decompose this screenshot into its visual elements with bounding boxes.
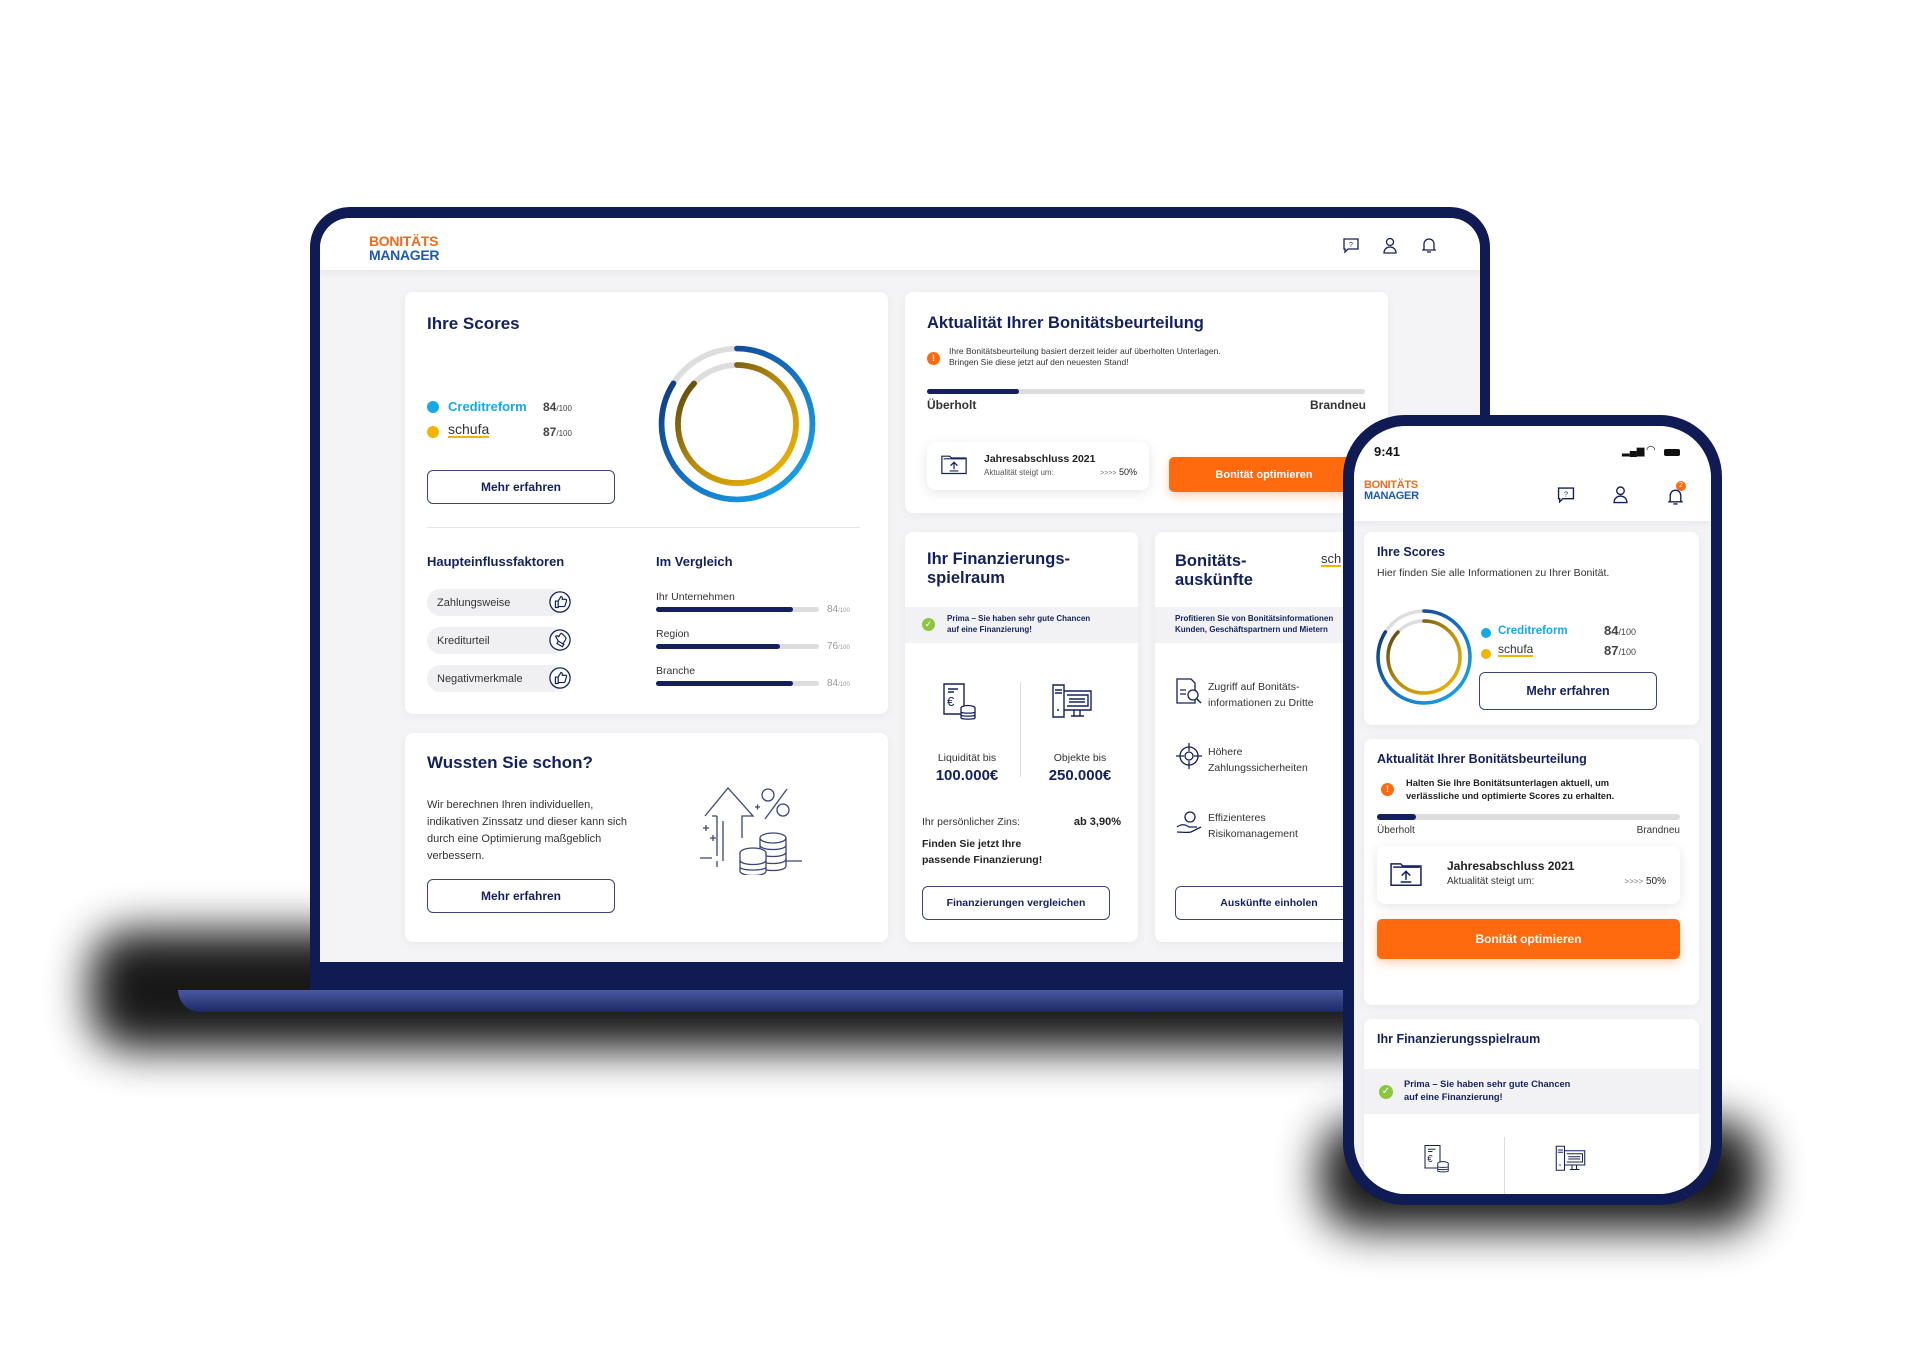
app-header: BONITÄTS MANAGER ? [320, 218, 1480, 270]
help-chat-icon[interactable]: ? [1343, 238, 1359, 254]
divider [427, 527, 860, 528]
logo[interactable]: BONITÄTS MANAGER [369, 233, 440, 263]
scores-card: Ihre Scores Hier finden Sie alle Informa… [1364, 532, 1699, 725]
scores-title: Ihre Scores [427, 314, 520, 333]
factor-zahlungsweise[interactable]: Zahlungsweise [427, 589, 565, 616]
phone-top: 9:41 ▂▄▆ ◠ BONITÄTS MANAGER ? 2 [1354, 426, 1711, 521]
risk-hand-icon [1176, 811, 1202, 834]
annual-statement-card[interactable]: Jahresabschluss 2021 Aktualität steigt u… [927, 442, 1149, 490]
creditreform-dot [427, 401, 439, 413]
divider [1020, 682, 1021, 777]
thumbs-sideways-icon [545, 625, 575, 655]
factor-krediturteil[interactable]: Krediturteil [427, 627, 565, 654]
thumbs-up-icon [549, 591, 571, 613]
scores-card: Ihre Scores Creditreform 84/100 schufa 8… [405, 292, 888, 714]
warning-icon: ! [927, 352, 940, 365]
freshness-progress [927, 389, 1365, 394]
financing-card: Ihr Finanzierungsspielraum ✓ Prima – Sie… [1364, 1019, 1699, 1194]
document-search-icon [1176, 678, 1202, 704]
laptop-base [178, 990, 1508, 1012]
folder-upload-icon [941, 453, 967, 475]
factor-negativmerkmale[interactable]: Negativmerkmale [427, 665, 565, 692]
comparison-bar [656, 644, 819, 649]
target-icon [1176, 743, 1202, 769]
desktop-app: BONITÄTS MANAGER ? Ihre Scores Creditref… [320, 218, 1480, 962]
optimize-button[interactable]: Bonität optimieren [1377, 919, 1680, 959]
did-you-know-more-button[interactable]: Mehr erfahren [427, 879, 615, 913]
scores-more-button[interactable]: Mehr erfahren [427, 470, 615, 504]
logo[interactable]: BONITÄTS MANAGER [1364, 479, 1419, 502]
property-icon [1050, 682, 1094, 722]
financing-title: Ihr Finanzierungs-spielraum [927, 550, 1071, 587]
schufa-score: 87/100 [543, 425, 572, 439]
warning-icon: ! [1381, 783, 1394, 796]
divider [1504, 1137, 1505, 1194]
did-you-know-title: Wussten Sie schon? [427, 753, 593, 772]
bell-icon[interactable] [1668, 487, 1683, 506]
freshness-progress [1377, 814, 1680, 820]
user-icon[interactable] [1613, 485, 1628, 504]
interest-growth-illustration [700, 787, 802, 875]
financing-card: Ihr Finanzierungs-spielraum ✓ Prima – Si… [905, 532, 1138, 942]
optimize-button[interactable]: Bonität optimieren [1169, 457, 1359, 492]
thumbs-up-icon [549, 667, 571, 689]
signal-icon: ▂▄▆ [1622, 446, 1645, 457]
schufa-logo: schufa [448, 421, 490, 438]
help-chat-icon[interactable]: ? [1557, 487, 1575, 504]
folder-upload-icon [1390, 860, 1422, 887]
user-icon[interactable] [1383, 237, 1397, 254]
comparison-bar [656, 681, 819, 686]
creditreform-dot [1481, 628, 1491, 638]
liquidity-icon [1422, 1144, 1452, 1174]
phone-frame: 9:41 ▂▄▆ ◠ BONITÄTS MANAGER ? 2 Ihre Sco… [1343, 415, 1722, 1205]
annual-statement-card[interactable]: Jahresabschluss 2021 Aktualität steigt u… [1377, 846, 1680, 904]
freshness-card: Aktualität Ihrer Bonitätsbeurteilung ! I… [905, 292, 1388, 513]
status-time: 9:41 [1374, 444, 1401, 459]
did-you-know-card: Wussten Sie schon? Wir berechnen Ihren i… [405, 733, 888, 942]
mobile-app: 9:41 ▂▄▆ ◠ BONITÄTS MANAGER ? 2 Ihre Sco… [1354, 426, 1711, 1194]
freshness-warning: Ihre Bonitätsbeurteilung basiert derzeit… [949, 346, 1221, 367]
comparison-title: Im Vergleich [656, 554, 733, 569]
scores-more-button[interactable]: Mehr erfahren [1479, 672, 1657, 710]
svg-text:?: ? [1564, 490, 1568, 499]
financing-notice: ✓ Prima – Sie haben sehr gute Chancen auf… [905, 607, 1138, 643]
wifi-icon: ◠ [1646, 444, 1656, 456]
comparison-bar [656, 607, 819, 612]
bell-icon[interactable] [1422, 236, 1436, 254]
financing-notice: ✓ Prima – Sie haben sehr gute Chancen auf… [1364, 1069, 1699, 1114]
freshness-card: Aktualität Ihrer Bonitätsbeurteilung ! H… [1364, 739, 1699, 1005]
get-reports-button[interactable]: Auskünfte einholen [1175, 886, 1363, 920]
svg-text:?: ? [1349, 242, 1353, 249]
factors-title: Haupteinflussfaktoren [427, 554, 565, 569]
check-icon: ✓ [1379, 1085, 1393, 1099]
score-ring-chart [1374, 607, 1474, 707]
score-ring-chart [655, 342, 819, 506]
notification-badge: 2 [1676, 481, 1686, 491]
freshness-title: Aktualität Ihrer Bonitätsbeurteilung [927, 314, 1204, 332]
schufa-logo: sch [1321, 551, 1342, 567]
laptop-frame: BONITÄTS MANAGER ? Ihre Scores Creditref… [310, 207, 1490, 997]
battery-icon [1664, 449, 1680, 456]
creditreform-logo: Creditreform [448, 399, 527, 414]
compare-financing-button[interactable]: Finanzierungen vergleichen [922, 886, 1110, 920]
check-icon: ✓ [922, 618, 935, 631]
schufa-dot [427, 426, 439, 438]
schufa-dot [1481, 649, 1491, 659]
did-you-know-text: Wir berechnen Ihren individuellen, indik… [427, 799, 627, 862]
creditreform-score: 84/100 [543, 400, 572, 414]
property-icon [1554, 1144, 1587, 1174]
liquidity-icon [940, 682, 980, 722]
reports-title: Bonitäts-auskünfte [1175, 552, 1253, 589]
